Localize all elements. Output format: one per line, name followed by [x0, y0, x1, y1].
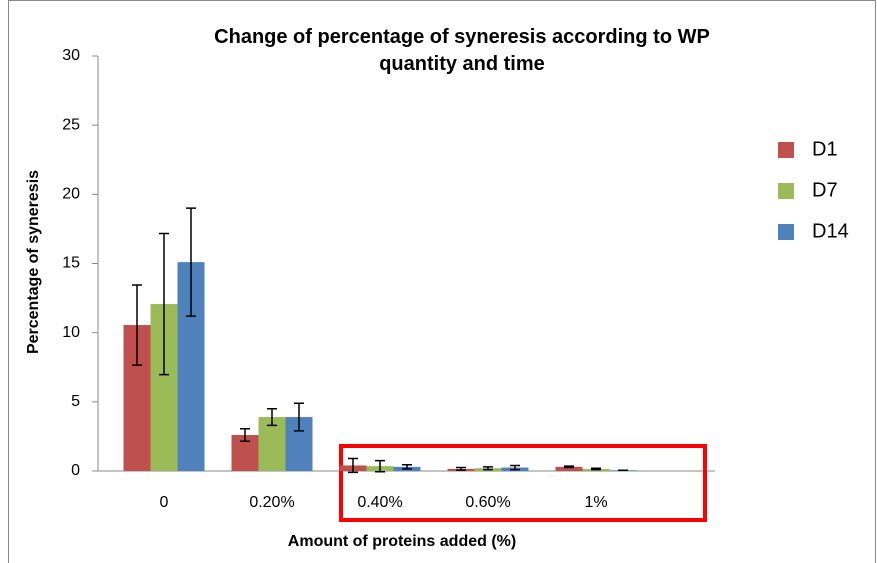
x-tick-label: 1%: [584, 494, 607, 511]
error-bar: [132, 284, 142, 366]
y-tick-label: 20: [62, 186, 80, 203]
error-bar: [186, 207, 196, 317]
x-tick-label: 0.20%: [249, 494, 294, 511]
x-tick-label: 0.60%: [465, 494, 510, 511]
error-bar: [591, 467, 601, 471]
error-bar: [402, 464, 412, 470]
error-bar: [240, 428, 250, 443]
x-tick-label: 0.40%: [357, 494, 402, 511]
legend-swatch: [778, 142, 794, 158]
error-bar: [375, 459, 385, 473]
x-tick-label: 0: [160, 494, 169, 511]
error-bar: [348, 457, 358, 474]
y-tick-label: 30: [62, 47, 80, 64]
error-bar: [510, 464, 520, 471]
y-tick-label: 0: [71, 462, 80, 479]
highlight-box: [339, 444, 707, 522]
y-axis-label: Percentage of syneresis: [25, 170, 42, 354]
x-axis-label: Amount of proteins added (%): [288, 533, 516, 550]
error-bar: [294, 402, 304, 432]
legend-swatch: [778, 183, 794, 199]
error-bar: [159, 232, 169, 376]
chart-title: Change of percentage of syneresis accord…: [214, 26, 710, 75]
y-tick-label: 15: [62, 255, 80, 272]
error-bar: [456, 466, 466, 472]
error-bar: [267, 408, 277, 427]
error-bar: [483, 466, 493, 471]
bar: [555, 466, 583, 471]
legend-label: D7: [812, 179, 838, 201]
error-bar: [564, 465, 574, 469]
y-tick-label: 10: [62, 324, 80, 341]
y-tick-label: 25: [62, 116, 80, 133]
chart-frame: [8, 0, 876, 563]
legend-label: D1: [812, 138, 838, 160]
legend-swatch: [778, 224, 794, 240]
legend-label: D14: [812, 220, 849, 242]
y-tick-label: 5: [71, 393, 80, 410]
